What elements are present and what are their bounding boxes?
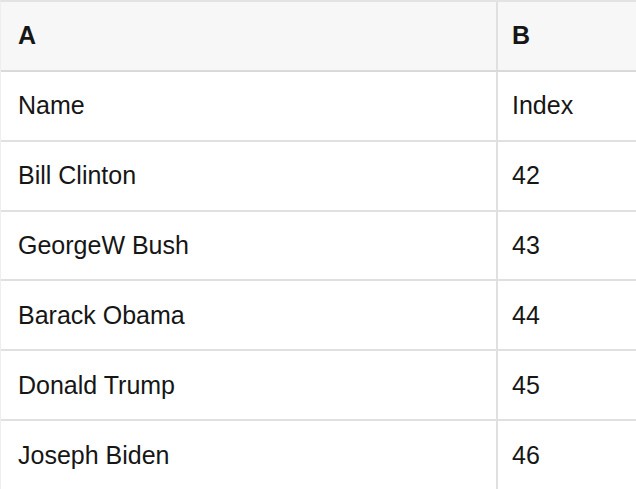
table-row: Donald Trump 45 xyxy=(1,351,636,421)
cell-name[interactable]: GeorgeW Bush xyxy=(1,212,498,280)
cell-name[interactable]: Donald Trump xyxy=(1,351,498,419)
table-row-field-names: Name Index xyxy=(1,72,636,142)
cell-index-header[interactable]: Index xyxy=(498,72,636,140)
cell-name[interactable]: Bill Clinton xyxy=(1,142,498,210)
cell-index[interactable]: 44 xyxy=(498,281,636,349)
table-row: GeorgeW Bush 43 xyxy=(1,212,636,282)
table-row: Joseph Biden 46 xyxy=(1,421,636,489)
cell-index[interactable]: 43 xyxy=(498,212,636,280)
cell-index[interactable]: 45 xyxy=(498,351,636,419)
column-header-b[interactable]: B xyxy=(498,2,636,70)
cell-index[interactable]: 46 xyxy=(498,421,636,489)
cell-name[interactable]: Barack Obama xyxy=(1,281,498,349)
spreadsheet-table: A B Name Index Bill Clinton 42 GeorgeW B… xyxy=(0,0,636,489)
table-row: Barack Obama 44 xyxy=(1,281,636,351)
cell-name-header[interactable]: Name xyxy=(1,72,498,140)
column-header-row: A B xyxy=(1,2,636,72)
column-header-a[interactable]: A xyxy=(1,2,498,70)
cell-index[interactable]: 42 xyxy=(498,142,636,210)
table-row: Bill Clinton 42 xyxy=(1,142,636,212)
cell-name[interactable]: Joseph Biden xyxy=(1,421,498,489)
